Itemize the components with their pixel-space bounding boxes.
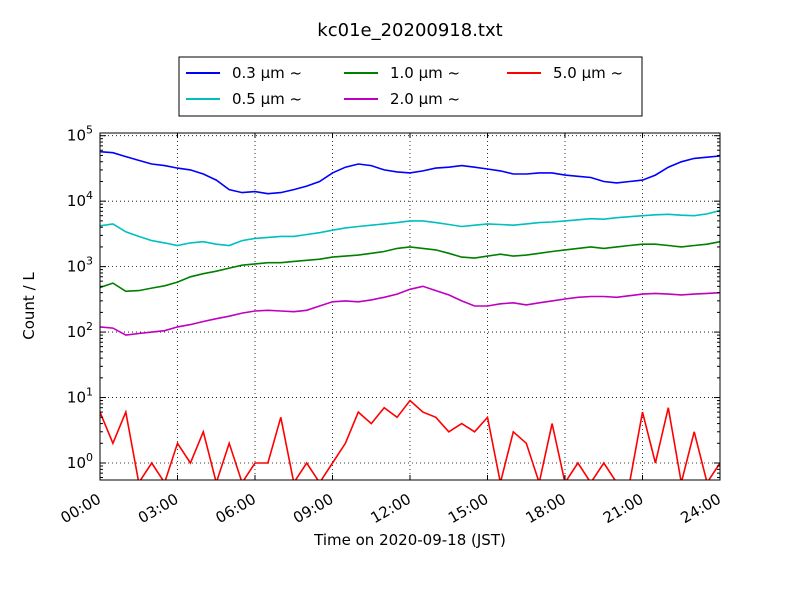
series-line-2: [100, 209, 720, 247]
ticks: [99, 133, 721, 480]
series-line-3: [100, 240, 720, 293]
y-tick-labels: 100 101 102 103 104 105: [67, 124, 93, 472]
legend: 0.3 μm ~ 0.5 μm ~ 1.0 μm ~ 2.0 μm ~ 5.0 μm ~: [178, 56, 643, 117]
x-tick-label: 09:00: [290, 490, 336, 527]
x-tick-label: 12:00: [368, 490, 414, 527]
grid: [100, 133, 720, 480]
x-tick-label: 21:00: [600, 490, 646, 527]
chart-title: kc01e_20200918.txt: [317, 20, 502, 41]
series-layer: [100, 150, 720, 480]
y-axis-label: Count / L: [20, 272, 38, 340]
x-axis-label: Time on 2020-09-18 (JST): [313, 531, 506, 549]
legend-label-3: 1.0 μm ~: [390, 64, 460, 82]
series-line-5: [100, 399, 720, 480]
y-tick-label: 105: [67, 124, 93, 145]
legend-label-2: 0.5 μm ~: [232, 90, 302, 108]
y-tick-label: 102: [67, 320, 93, 341]
legend-label-1: 0.3 μm ~: [232, 64, 302, 82]
legend-box: [178, 56, 643, 117]
x-tick-labels: 00:00 03:00 06:00 09:00 12:00 15:00 18:00 21:00…: [58, 490, 724, 527]
legend-label-5: 5.0 μm ~: [553, 64, 623, 82]
x-tick-label: 15:00: [445, 490, 491, 527]
series-line-4: [100, 285, 720, 336]
series-line-1: [100, 150, 720, 195]
y-tick-label: 101: [67, 386, 93, 407]
y-tick-label: 104: [67, 189, 93, 210]
x-tick-label: 18:00: [523, 490, 569, 527]
x-tick-label: 03:00: [135, 490, 181, 527]
y-tick-label: 103: [67, 255, 93, 276]
legend-label-4: 2.0 μm ~: [390, 90, 460, 108]
x-tick-label: 06:00: [213, 490, 259, 527]
x-tick-label: 24:00: [678, 490, 724, 527]
x-tick-label: 00:00: [58, 490, 104, 527]
y-tick-label: 100: [67, 451, 93, 472]
